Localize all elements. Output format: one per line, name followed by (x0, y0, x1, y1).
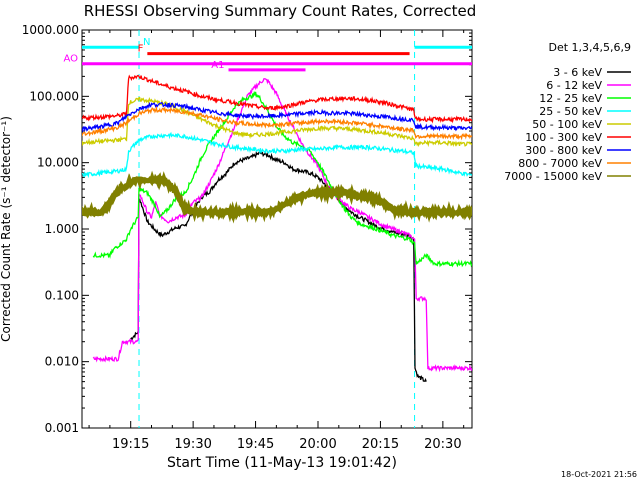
plot-frame (81, 29, 473, 429)
series-line (82, 131, 472, 179)
series-line (92, 78, 472, 373)
flag-bar-label: AO (63, 54, 78, 65)
legend-label: 6 - 12 keV (546, 79, 602, 92)
flag-bar-label: A1 (211, 60, 224, 71)
y-tick-label: 10.000 (37, 156, 79, 170)
x-tick-label: 20:15 (362, 437, 399, 452)
legend-label: 100 - 300 keV (525, 131, 602, 144)
series-line (82, 96, 472, 148)
y-tick-label: 1.000 (45, 222, 79, 236)
x-tick-label: 19:45 (237, 437, 274, 452)
y-axis-label: Corrected Count Rate (s⁻¹ detector⁻¹) (0, 116, 13, 342)
plot-area (82, 30, 472, 428)
legend-label: 300 - 800 keV (525, 144, 602, 157)
x-tick-label: 20:00 (299, 437, 336, 452)
flag-bar-label: N (143, 37, 150, 48)
series-line (92, 90, 472, 268)
series-line (82, 74, 472, 124)
x-axis-label: Start Time (11-May-13 19:01:42) (167, 455, 397, 471)
axis-ticks: 1000.000 100.000 10.000 1.000 0.100 0.010 0.00… (22, 23, 472, 452)
series-line (82, 170, 472, 224)
y-tick-label: 0.001 (45, 421, 79, 435)
legend-title: Det 1,3,4,5,6,9 (548, 41, 631, 54)
x-tick-label: 19:30 (174, 437, 211, 452)
flag-bar-label: F (138, 44, 144, 55)
y-tick-label: 0.100 (45, 288, 79, 302)
series-line (82, 101, 472, 133)
legend-label: 12 - 25 keV (539, 92, 602, 105)
series-line (82, 105, 472, 141)
y-tick-label: 1000.000 (22, 23, 79, 37)
legend-label: 800 - 7000 keV (518, 157, 602, 170)
legend-label: 25 - 50 keV (539, 105, 602, 118)
legend-label: 50 - 100 keV (532, 118, 602, 131)
flag-bars: NF AO A1 (63, 37, 472, 72)
x-tick-label: 20:30 (424, 437, 461, 452)
legend-label: 7000 - 15000 keV (504, 170, 602, 183)
x-tick-label: 19:15 (112, 437, 149, 452)
y-tick-label: 0.010 (45, 355, 79, 369)
y-tick-label: 100.000 (29, 89, 79, 103)
legend-label: 3 - 6 keV (553, 66, 602, 79)
chart-title: RHESSI Observing Summary Count Rates, Co… (84, 2, 477, 20)
footer-timestamp: 18-Oct-2021 21:56 (561, 470, 637, 479)
